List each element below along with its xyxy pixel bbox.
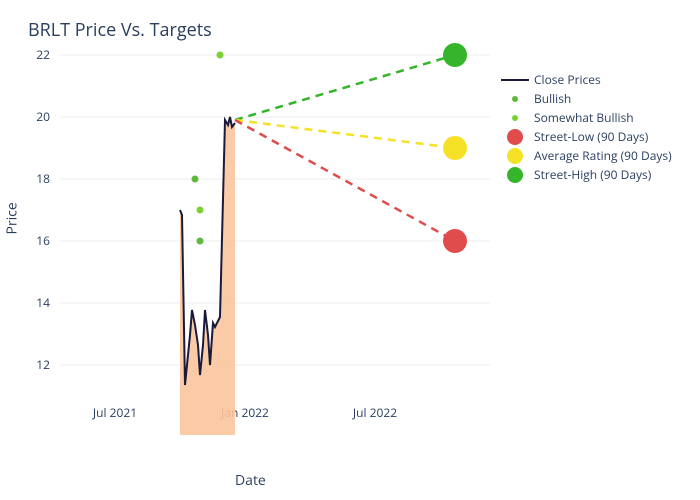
dot-icon (500, 129, 530, 145)
avg-rating-marker (443, 136, 467, 160)
line-icon (500, 72, 530, 88)
street-high-marker (443, 43, 467, 67)
somewhat-bullish-dots (197, 52, 224, 214)
svg-text:20: 20 (36, 108, 50, 125)
legend-street-low[interactable]: Street-Low (90 Days) (500, 127, 672, 146)
legend-street-high[interactable]: Street-High (90 Days) (500, 165, 672, 184)
legend-bullish[interactable]: Bullish (500, 89, 672, 108)
street-low-marker (443, 229, 467, 253)
legend: Close Prices Bullish Somewhat Bullish St… (500, 70, 672, 184)
y-grid: 12 14 16 18 20 22 (36, 46, 490, 373)
legend-label: Somewhat Bullish (534, 109, 634, 126)
dot-icon (500, 110, 530, 126)
chart-svg: 121416182022 Jul 2021Jan 2022Jul 2022 (60, 55, 490, 435)
legend-close[interactable]: Close Prices (500, 70, 672, 89)
street-low-line (235, 120, 455, 241)
legend-label: Street-Low (90 Days) (534, 128, 648, 145)
dot-icon (500, 91, 530, 107)
legend-label: Average Rating (90 Days) (534, 147, 672, 164)
legend-label: Close Prices (534, 71, 601, 88)
svg-text:22: 22 (36, 46, 50, 63)
dot-icon (500, 148, 530, 164)
x-ticks: Jul 2021Jan 2022Jul 2022 (92, 404, 397, 421)
svg-text:14: 14 (36, 294, 50, 311)
street-high-line (235, 55, 455, 120)
svg-text:Jul 2021: Jul 2021 (92, 404, 137, 421)
chart-title: BRLT Price Vs. Targets (28, 18, 212, 42)
svg-text:16: 16 (36, 232, 50, 249)
legend-avg-rating[interactable]: Average Rating (90 Days) (500, 146, 672, 165)
legend-somewhat-bullish[interactable]: Somewhat Bullish (500, 108, 672, 127)
plot-area: 121416182022 Jul 2021Jan 2022Jul 2022 (60, 55, 490, 435)
avg-rating-line (235, 120, 455, 148)
x-axis-label: Date (235, 471, 266, 490)
svg-text:Jul 2022: Jul 2022 (352, 404, 397, 421)
svg-text:12: 12 (36, 356, 50, 373)
legend-label: Bullish (534, 90, 571, 107)
y-axis-label: Price (3, 202, 22, 234)
dot-icon (500, 167, 530, 183)
svg-text:18: 18 (36, 170, 50, 187)
legend-label: Street-High (90 Days) (534, 166, 651, 183)
close-fill (180, 117, 235, 435)
